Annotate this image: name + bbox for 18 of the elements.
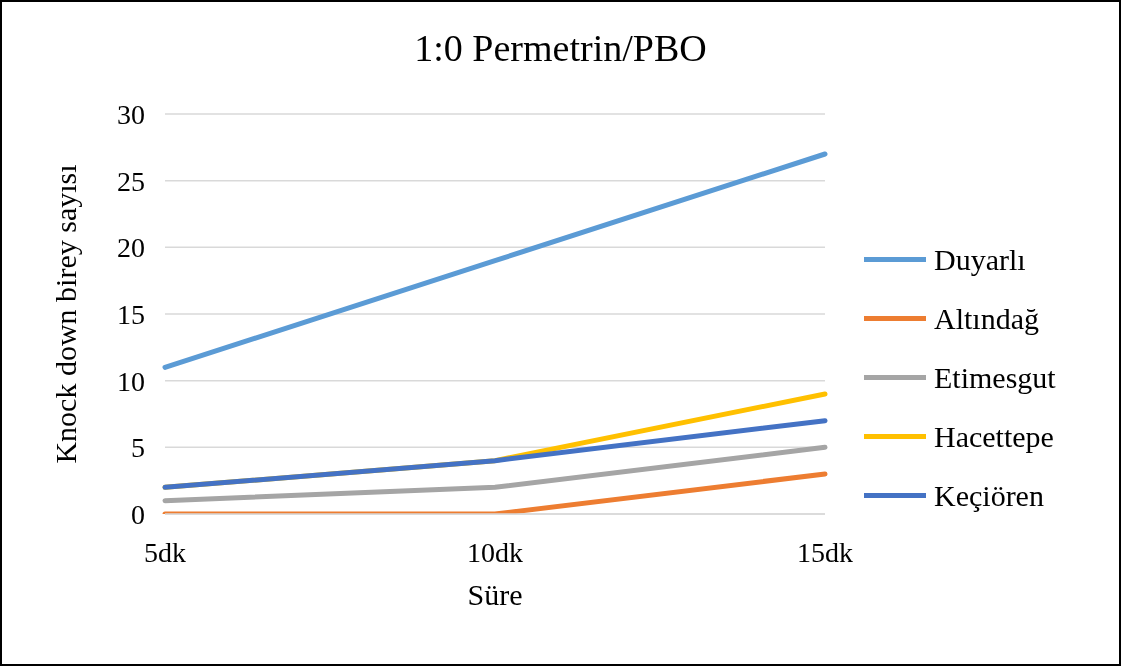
legend-label: Duyarlı	[934, 242, 1026, 277]
x-tick-label: 5dk	[144, 536, 186, 568]
y-axis-title: Knock down birey sayısı	[48, 164, 82, 464]
y-tick-label: 0	[131, 498, 145, 530]
legend-label: Keçiören	[934, 478, 1044, 513]
x-axis-title: Süre	[467, 578, 523, 612]
legend-label: Etimesgut	[934, 360, 1056, 395]
y-tick-label: 15	[117, 298, 145, 330]
y-tick-label: 25	[117, 165, 145, 197]
y-tick-label: 30	[117, 98, 145, 130]
chart-title: 1:0 Permetrin/PBO	[413, 26, 708, 70]
x-tick-label: 15dk	[797, 536, 853, 568]
legend-label: Altındağ	[934, 301, 1039, 336]
y-tick-label: 20	[117, 232, 145, 264]
y-tick-label: 10	[117, 365, 145, 397]
y-tick-label: 5	[131, 432, 145, 464]
legend-label: Hacettepe	[934, 419, 1054, 454]
x-tick-label: 10dk	[467, 536, 523, 568]
